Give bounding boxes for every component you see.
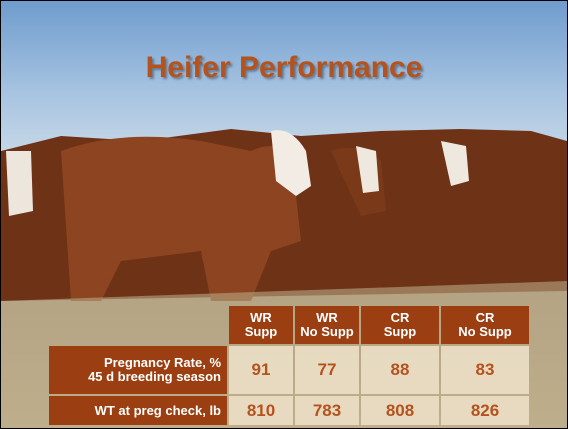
column-header: CR No Supp: [441, 306, 529, 344]
column-header: WR Supp: [229, 306, 293, 344]
header-line: No Supp: [300, 324, 354, 339]
value-cell: 83: [441, 346, 529, 394]
value-cell: 77: [295, 346, 359, 394]
header-line: CR: [475, 310, 495, 325]
header-line: No Supp: [458, 324, 512, 339]
header-line: CR: [390, 310, 410, 325]
value-cell: 88: [361, 346, 439, 394]
label-line: WT at preg check, lb: [94, 402, 221, 418]
header-line: WR: [250, 310, 272, 325]
value-cell: 826: [441, 396, 529, 425]
label-line: 45 d breeding season: [88, 369, 221, 384]
header-line: WR: [316, 310, 338, 325]
value-cell: 783: [295, 396, 359, 425]
column-header: CR Supp: [361, 306, 439, 344]
row-label: WT at preg check, lb: [49, 396, 227, 425]
header-line: Supp: [383, 324, 417, 339]
header-line: Supp: [244, 324, 278, 339]
value-cell: 808: [361, 396, 439, 425]
row-label: Pregnancy Rate, % 45 d breeding season: [49, 346, 227, 394]
slide-title: Heifer Performance: [145, 51, 423, 84]
column-header: WR No Supp: [295, 306, 359, 344]
value-cell: 91: [229, 346, 293, 394]
label-line: Pregnancy Rate, %: [103, 355, 221, 370]
value-cell: 810: [229, 396, 293, 425]
